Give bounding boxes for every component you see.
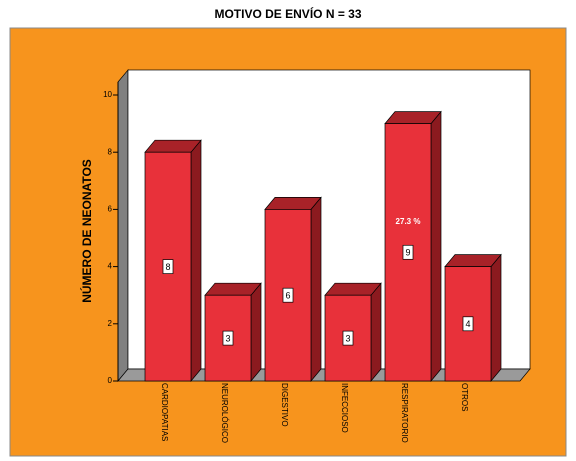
value-label: 3 bbox=[345, 333, 350, 343]
value-label-box bbox=[282, 287, 294, 303]
left-wall bbox=[117, 69, 129, 382]
y-tick-label: 0 bbox=[108, 376, 113, 385]
value-label: 8 bbox=[165, 262, 170, 272]
x-tick-label: DIGESTIVO bbox=[280, 383, 289, 427]
x-tick-label: OTROS bbox=[460, 383, 469, 411]
bar-top bbox=[444, 254, 502, 267]
annotation: 27.3 % bbox=[396, 217, 421, 226]
bar-top bbox=[144, 139, 202, 153]
y-tick-label: 6 bbox=[108, 205, 113, 214]
bar-side bbox=[190, 139, 202, 382]
x-tick-label: INFECCIOSO bbox=[340, 383, 349, 433]
y-axis-label: NÚMERO DE NEONATOS bbox=[79, 159, 94, 303]
bar-side bbox=[490, 253, 502, 382]
bar-top bbox=[204, 282, 262, 296]
value-label: 4 bbox=[465, 319, 470, 329]
y-tick-label: 8 bbox=[108, 147, 113, 156]
value-label-box bbox=[342, 330, 354, 346]
value-label-box bbox=[462, 316, 474, 332]
bar-side bbox=[430, 110, 442, 382]
x-tick-label: CARDIOPATIAS bbox=[160, 383, 169, 441]
chart-title: MOTIVO DE ENVÍO N = 33 bbox=[214, 6, 361, 21]
bar-top bbox=[384, 111, 442, 124]
x-tick-label: NEUROLÓGICO bbox=[220, 383, 229, 443]
value-label-box bbox=[222, 330, 234, 346]
value-label: 3 bbox=[225, 333, 230, 343]
bar-side bbox=[370, 282, 382, 382]
bar-top bbox=[324, 282, 382, 296]
y-tick-label: 10 bbox=[103, 90, 112, 99]
bar-side bbox=[250, 282, 262, 382]
y-tick-label: 4 bbox=[108, 262, 113, 271]
y-tick-label: 2 bbox=[108, 319, 113, 328]
bar-top bbox=[264, 197, 322, 210]
value-label: 6 bbox=[285, 291, 290, 301]
value-label-box bbox=[162, 259, 174, 274]
x-tick-label: RESPIRATORIO bbox=[400, 383, 409, 443]
value-label: 9 bbox=[405, 248, 410, 258]
value-label-box bbox=[402, 244, 414, 260]
bar-side bbox=[310, 196, 322, 382]
